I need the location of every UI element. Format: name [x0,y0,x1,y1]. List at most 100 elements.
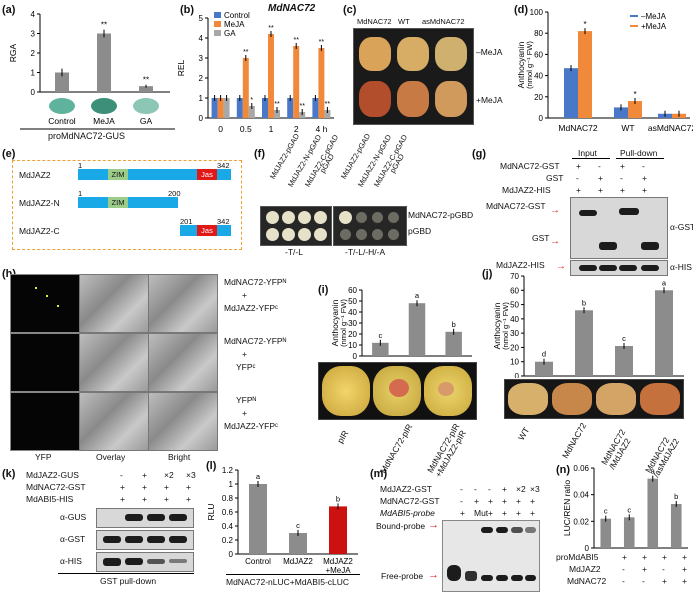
n-bar [670,504,682,548]
panel-label-g: (g) [472,148,487,160]
k-ab-gst: α-GST [60,534,86,544]
a-bar [97,33,111,92]
b-bar-meja [318,48,325,118]
c-col-0: MdNAC72 [357,17,392,26]
b-bar-ga [324,110,331,118]
panel-label-e: (e) [2,148,16,160]
b-xtick-label: 1 [269,124,274,134]
i-bar [445,331,462,356]
j-ytick-label: 40 [510,315,519,324]
k-blot-gst [96,530,194,550]
b-xtick-label: 4 h [315,124,327,134]
j-cat-0: WT [516,425,532,442]
j-letter: b [582,298,586,307]
g-label-his: MdJAZ2-HIS [496,260,545,270]
i-letter: b [452,320,456,329]
k-footer: GST pull-down [100,576,157,586]
d-ytick-label: 60 [534,50,543,59]
e-row-0-end: 342 [217,161,230,170]
k-ab-gus: α-GUS [60,512,87,522]
i-bar [372,342,389,356]
d-ytick-label: 80 [534,29,543,38]
g-signs-cell: - [598,161,601,171]
k-signs-cell: + [120,494,125,504]
g-blot-gst [570,197,668,259]
c-callus-1 [359,37,391,71]
k-row-0: MdJAZ2-GUS [26,470,79,480]
l-bar [289,533,307,554]
i-ytick-label: 30 [348,319,357,328]
e-row-1-start: 1 [78,189,83,198]
b-sig: ** [274,101,280,108]
n-ytick-label: 0.06 [573,464,589,473]
d-ytick-label: 0 [539,114,544,123]
i-ytick-label: 0 [353,352,358,360]
b-ytick-label: 5 [199,14,204,23]
b-ytick-label: 1 [199,94,204,103]
f-plate-left [260,206,332,246]
panel-label-c: (c) [343,4,357,16]
b-bar-control [236,98,243,118]
b-legend-label: GA [224,29,236,38]
h-yfp-3 [10,392,80,451]
n-ytick-label: 0 [585,544,590,553]
chart-a-xlabel: proMdNAC72-GUS [48,131,126,141]
b-bar-control [211,98,218,118]
e-row-1-bar [78,197,178,208]
h-overlay-3 [79,392,149,451]
a-ylabel: RGA [8,43,18,62]
l-letter: b [336,494,340,503]
i-ylabel: Anthocyanin [330,299,340,346]
m-row-2: MdABI5-probe [380,508,435,518]
m-signs-cell: ×2 [516,484,526,494]
k-signs-cell: + [164,494,169,504]
m-row-1: MdNAC72-GST [380,496,440,506]
n-signs-cell: - [642,576,645,586]
m-label-bound: Bound-probe [376,521,426,531]
g-signs-cell: + [598,173,603,183]
b-sig: ** [319,39,325,46]
c-col-2: asMdNAC72 [422,17,465,26]
k-signs-cell: - [120,470,123,480]
b-sig: ** [325,101,331,108]
d-bar [578,31,592,118]
b-legend-label: MeJA [224,20,245,29]
d-xtick-label: asMdNAC72 [648,123,693,133]
l-xtick-label: MdJAZ2 [283,557,313,566]
chart-j: 0 10 20 30 40 50 60 70 Anthocyanin (nmol g⁻¹ FW) d… [492,272,684,378]
b-bar-meja [293,46,300,118]
i-ytick-label: 20 [348,330,357,339]
d-ytick-label: 40 [534,72,543,81]
m-signs-cell: - [474,484,477,494]
n-letter: a [651,467,656,476]
m-signs-cell: - [460,496,463,506]
b-sig: ** [293,37,299,44]
e-row-1-zim: ZIM [108,197,128,208]
l-letter: a [256,472,261,481]
n-signs-cell: + [682,564,687,574]
c-plate-image [353,28,474,125]
j-letter: d [542,350,546,359]
m-label-free: Free-probe [381,571,424,581]
chart-l: 0 0.2 0.4 0.6 0.8 1 1.2 RLU a Control c MdJAZ2 b MdJA… [208,466,358,574]
b-bar-ga [274,110,280,118]
b-ytick-label: 3 [199,54,204,63]
h-row-1-b: + [242,349,247,359]
b-legend-label: Control [224,11,250,20]
b-ytick-label: 0 [199,114,204,123]
l-letter: c [296,521,300,530]
n-signs-cell: - [622,576,625,586]
j-bar [575,310,593,376]
h-bright-2 [148,333,218,392]
panel-label-l: (l) [206,460,217,472]
k-signs-cell: ×2 [164,470,174,480]
g-signs-cell: - [642,161,645,171]
d-sig: * [583,20,586,29]
k-blot-gus [96,508,194,528]
g-label-gst-fusion: MdNAC72-GST [486,201,546,211]
n-signs-cell: + [642,552,647,562]
n-row-1: MdJAZ2 [569,564,601,574]
a-sig: ** [143,76,149,85]
g-label-gst: GST [532,233,550,243]
c-callus-6 [435,81,467,117]
